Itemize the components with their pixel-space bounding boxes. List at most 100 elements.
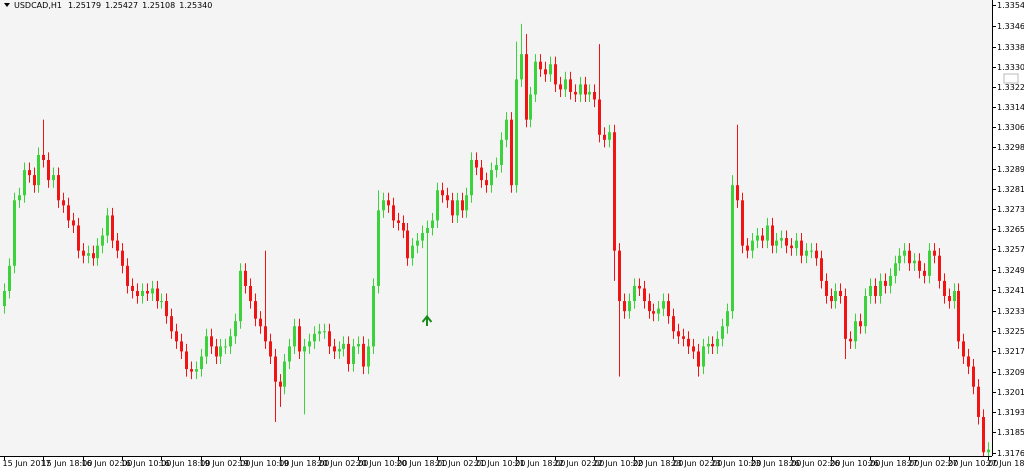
- candle-body: [854, 321, 857, 342]
- candle-body: [47, 159, 50, 181]
- candle-body: [210, 336, 213, 347]
- x-tick-label: 16 Jun 02:00: [82, 459, 133, 468]
- candle-body: [141, 290, 144, 297]
- candle-body: [554, 64, 557, 85]
- candle-body: [57, 175, 60, 201]
- candle-body: [264, 326, 267, 342]
- candle-body: [328, 331, 331, 347]
- candle-body: [539, 61, 542, 70]
- candle-body: [505, 119, 508, 140]
- candle-body: [918, 260, 921, 271]
- candle-body: [889, 275, 892, 286]
- candle-body: [96, 245, 99, 259]
- candle-body: [534, 61, 537, 95]
- candle-body: [908, 250, 911, 264]
- candle-body: [456, 200, 459, 216]
- candle-body: [269, 341, 272, 357]
- y-tick-label: 1.32980: [997, 143, 1024, 152]
- candles: [3, 23, 990, 456]
- candle-body: [170, 316, 173, 332]
- candle-body: [411, 245, 414, 259]
- symbol-menu-icon[interactable]: [4, 3, 10, 7]
- candle-body: [416, 240, 419, 246]
- candle-body: [943, 280, 946, 297]
- candle-body: [101, 235, 104, 246]
- candle-body: [721, 326, 724, 339]
- candle-body: [839, 290, 842, 297]
- candle-body: [761, 235, 764, 241]
- ohlc-info: 1.25340: [179, 1, 212, 10]
- x-tick-label: 15 Jun 18:00: [42, 459, 93, 468]
- x-tick-label: 26 Jun 10:00: [830, 459, 881, 468]
- candle-body: [475, 159, 478, 168]
- candle-body: [131, 285, 134, 291]
- candle-body: [195, 369, 198, 372]
- signal-arrow: [421, 314, 433, 326]
- candle-body: [569, 79, 572, 92]
- candle-body: [205, 336, 208, 357]
- candle-body: [588, 91, 591, 95]
- candle-body: [677, 331, 680, 337]
- candle-body: [151, 288, 154, 294]
- y-tick-label: 1.32170: [997, 347, 1024, 356]
- candle-body: [805, 250, 808, 256]
- candle-body: [613, 132, 616, 251]
- x-tick-label: 21 Jun 10:00: [475, 459, 526, 468]
- candle-body: [682, 336, 685, 339]
- candle-body: [756, 235, 759, 241]
- x-tick-label: 20 Jun 18:00: [397, 459, 448, 468]
- candle-body: [3, 290, 6, 307]
- candle-body: [402, 222, 405, 231]
- x-tick-label: 27 Jun 02:00: [908, 459, 959, 468]
- y-tick-label: 1.31765: [997, 449, 1024, 458]
- candle-body: [185, 351, 188, 370]
- candle-body: [293, 326, 296, 347]
- candle-body: [18, 195, 21, 201]
- candle-body: [815, 250, 818, 259]
- y-tick-label: 1.32655: [997, 225, 1024, 234]
- candle-body: [156, 288, 159, 302]
- candle-body: [844, 296, 847, 339]
- candle-body: [707, 343, 710, 347]
- candle-body: [795, 240, 798, 249]
- candle-body: [549, 64, 552, 75]
- candle-body: [175, 331, 178, 342]
- candle-body: [342, 343, 345, 349]
- candle-body: [697, 351, 700, 367]
- candle-body: [731, 185, 734, 312]
- candle-body: [520, 54, 523, 80]
- x-tick-label: 21 Jun 02:00: [436, 459, 487, 468]
- candle-body: [126, 265, 129, 286]
- candle-body: [633, 285, 636, 302]
- candle-body: [559, 84, 562, 90]
- candle-body: [962, 341, 965, 357]
- x-tick-label: 16 Jun 10:00: [121, 459, 172, 468]
- candle-body: [288, 346, 291, 362]
- candle-body: [608, 132, 611, 140]
- candle-body: [820, 258, 823, 281]
- candle-body: [638, 285, 641, 289]
- candle-body: [564, 79, 567, 90]
- candle-body: [515, 79, 518, 186]
- y-tick-label: 1.33140: [997, 103, 1024, 112]
- y-tick-label: 1.33380: [997, 43, 1024, 52]
- candle-body: [741, 200, 744, 246]
- candle-body: [377, 210, 380, 286]
- candle-body: [923, 270, 926, 276]
- x-tick-label: 19 Jun 18:00: [279, 459, 330, 468]
- candle-body: [441, 190, 444, 196]
- y-tick-label: 1.31850: [997, 428, 1024, 437]
- x-tick-label: 20 Jun 02:00: [318, 459, 369, 468]
- candle-body: [687, 338, 690, 347]
- chart-symbol: USDCAD,H1: [14, 1, 62, 10]
- candle-body: [830, 296, 833, 302]
- candle-body: [283, 361, 286, 387]
- candle-body: [298, 326, 301, 352]
- candle-body: [825, 280, 828, 297]
- candle-body: [406, 230, 409, 259]
- candle-body: [495, 165, 498, 171]
- x-tick-label: 21 Jun 18:00: [515, 459, 566, 468]
- candle-body: [884, 280, 887, 286]
- candle-body: [480, 167, 483, 181]
